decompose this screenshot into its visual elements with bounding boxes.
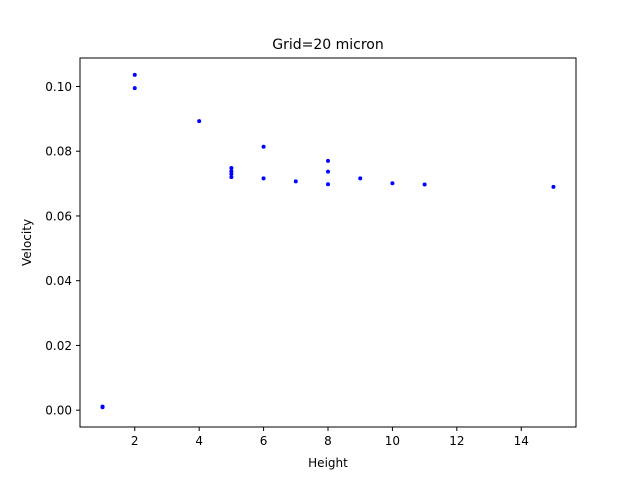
y-tick-label: 0.04 [45,274,72,288]
x-tick-label: 14 [514,434,529,448]
x-tick-label: 4 [195,434,203,448]
data-points [100,72,556,410]
data-point [390,181,395,186]
data-point [551,184,556,189]
y-tick-label: 0.06 [45,209,72,223]
data-point [293,179,298,184]
data-point [358,176,363,181]
y-axis-label: Velocity [20,219,34,266]
data-point [261,144,266,149]
x-tick-label: 2 [131,434,139,448]
data-point [422,182,427,187]
x-tick-label: 8 [324,434,332,448]
plot-area: 2 4 6 8 10 12 14 0.00 0.02 0.04 0.06 0.08 0.10 [45,57,577,448]
y-tick-label: 0.02 [45,339,72,353]
data-point [229,175,234,180]
data-point [261,176,266,181]
y-tick-label: 0.00 [45,404,72,418]
data-point [326,158,330,163]
y-tick-label: 0.08 [45,145,72,159]
data-point [326,169,330,174]
data-point [132,86,137,91]
x-tick-label: 6 [260,434,268,448]
x-axis-label: Height [308,456,348,470]
data-point [132,72,137,77]
data-point [229,166,234,171]
chart-title: Grid=20 micron [272,37,384,53]
data-point [100,404,105,409]
data-point [229,171,234,176]
data-point [326,182,330,187]
data-point [197,119,202,124]
y-axis-ticks: 0.00 0.02 0.04 0.06 0.08 0.10 [45,80,80,418]
x-axis-ticks: 2 4 6 8 10 12 14 [131,427,529,448]
x-tick-label: 12 [449,434,464,448]
x-tick-label: 10 [385,434,400,448]
y-tick-label: 0.10 [45,80,72,94]
